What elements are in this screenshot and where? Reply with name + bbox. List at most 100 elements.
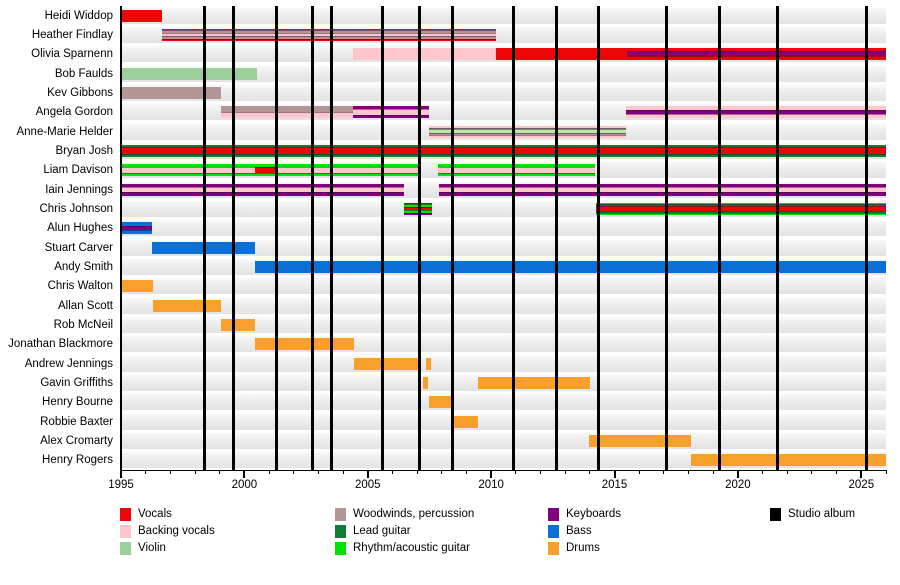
legend-swatch-violin [120, 542, 131, 555]
instrument-stripe-woodwinds [429, 133, 626, 135]
minor-tick [342, 470, 344, 474]
instrument-stripe-keyboards [121, 183, 404, 187]
instrument-stripe-backing [625, 106, 886, 111]
legend-swatch-vocals [120, 508, 131, 521]
instrument-stripe-rhythm [438, 172, 595, 177]
instrument-stripe-keyboards [352, 114, 430, 119]
instrument-bar [121, 280, 154, 293]
legend-swatch-album [770, 508, 781, 521]
instrument-stripe-backing [625, 113, 886, 119]
minor-tick [762, 470, 764, 474]
instrument-bar [691, 454, 886, 467]
instrument-stripe-leadguitar [596, 210, 886, 213]
legend-swatch-leadguitar [335, 525, 346, 538]
instrument-stripe-vocals [626, 56, 886, 61]
instrument-bar [255, 164, 276, 177]
legend-swatch-rhythm [335, 542, 346, 555]
instrument-bar [121, 222, 152, 235]
major-tick [736, 470, 739, 478]
member-label: Andrew Jennings [24, 357, 113, 370]
legend-label: Drums [566, 542, 600, 554]
instrument-stripe-drums [354, 357, 421, 370]
instrument-bar [275, 164, 421, 177]
instrument-bar [596, 203, 886, 215]
studio-album-marker [381, 6, 385, 470]
instrument-stripe-vocals [255, 166, 276, 173]
instrument-stripe-rhythm [596, 212, 886, 215]
minor-tick [219, 470, 221, 474]
instrument-bar [153, 299, 221, 312]
instrument-stripe-backing [121, 166, 256, 173]
instrument-stripe-rhythm [275, 172, 421, 177]
instrument-bar [121, 67, 257, 80]
studio-album-marker [511, 6, 515, 470]
minor-tick [416, 470, 418, 474]
member-label: Andy Smith [54, 261, 113, 273]
legend-label: Vocals [138, 508, 172, 520]
instrument-bar [255, 261, 886, 273]
instrument-stripe-keyboards [439, 183, 886, 187]
instrument-stripe-rhythm [255, 172, 276, 177]
member-label: Liam Davison [43, 164, 113, 177]
legend-label: Bass [566, 525, 592, 537]
instrument-bar [588, 435, 692, 447]
member-label: Chris Walton [47, 280, 113, 293]
legend-swatch-drums [548, 542, 559, 555]
legend-label: Backing vocals [138, 525, 215, 537]
instrument-stripe-backing [429, 125, 626, 128]
instrument-bar [121, 164, 256, 177]
instrument-stripe-drums [429, 396, 455, 409]
instrument-stripe-rhythm [121, 164, 256, 167]
member-label: Stuart Carver [44, 241, 113, 254]
instrument-bar [429, 125, 626, 138]
instrument-bar [423, 377, 429, 389]
instrument-stripe-backing [352, 48, 497, 61]
major-tick [366, 470, 369, 478]
instrument-bar [626, 48, 886, 61]
x-tick-label: 2020 [725, 479, 751, 491]
instrument-stripe-rhythm [403, 204, 432, 207]
member-row-band [121, 355, 886, 372]
instrument-stripe-rhythm [403, 210, 432, 213]
instrument-stripe-backing [352, 108, 430, 115]
minor-tick [145, 470, 147, 474]
instrument-bar [352, 106, 430, 119]
x-tick-label: 2015 [601, 479, 628, 491]
member-label: Alex Cromarty [40, 435, 113, 447]
minor-tick [465, 470, 467, 474]
instrument-stripe-backing [438, 166, 595, 173]
studio-album-marker [330, 6, 334, 470]
minor-tick [885, 470, 887, 474]
minor-tick [663, 470, 665, 474]
instrument-stripe-woodwinds [161, 30, 497, 33]
instrument-stripe-keyboards [625, 110, 886, 114]
instrument-bar [121, 183, 404, 196]
member-row-band [121, 413, 886, 430]
minor-tick [268, 470, 270, 474]
instrument-bar [121, 87, 221, 99]
instrument-stripe-keyboards [403, 203, 432, 205]
member-label: Kev Gibbons [47, 87, 113, 99]
instrument-stripe-keyboards [626, 51, 886, 57]
instrument-bar [220, 106, 353, 119]
instrument-bar [354, 357, 421, 370]
member-label: Anne-Marie Helder [16, 125, 113, 138]
legend-label: Keyboards [566, 508, 621, 520]
minor-tick [391, 470, 393, 474]
legend-label: Woodwinds, percussion [353, 508, 475, 520]
x-tick-label: 2010 [478, 479, 504, 491]
instrument-stripe-drums [588, 435, 692, 447]
member-label: Henry Rogers [42, 454, 113, 467]
legend-swatch-backing [120, 525, 131, 538]
legend-label: Lead guitar [353, 525, 411, 537]
instrument-stripe-keyboards [121, 191, 404, 196]
studio-album-marker [597, 6, 600, 470]
member-row-band [121, 336, 886, 353]
instrument-bar [121, 9, 162, 22]
instrument-stripe-vocals [626, 48, 886, 52]
instrument-bar [161, 29, 497, 41]
y-axis-line [120, 6, 122, 470]
instrument-bar [220, 319, 256, 331]
member-label: Henry Bourne [42, 396, 113, 409]
member-label: Jonathan Blackmore [8, 338, 113, 351]
